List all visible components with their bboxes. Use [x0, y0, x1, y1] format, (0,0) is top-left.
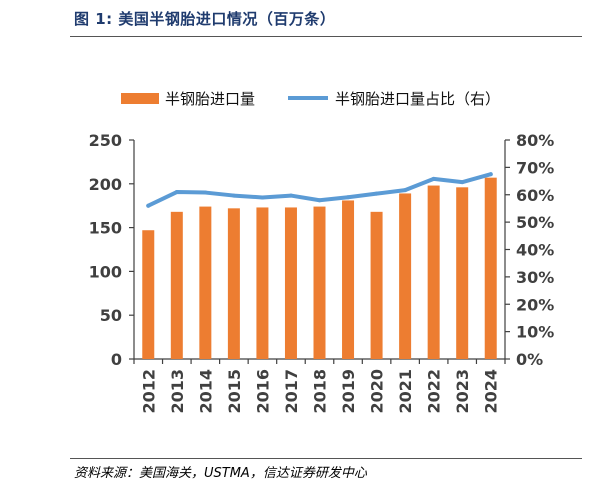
bar — [456, 187, 469, 359]
right-axis-tick-label: 70% — [516, 158, 554, 177]
x-axis-tick-label: 2022 — [425, 369, 444, 414]
right-axis-tick-label: 50% — [516, 213, 554, 232]
x-axis-tick-label: 2020 — [368, 369, 387, 414]
right-axis-tick-label: 0% — [516, 350, 543, 369]
line-point — [260, 195, 265, 200]
x-axis-tick-label: 2019 — [339, 369, 358, 414]
right-axis-tick-label: 40% — [516, 241, 554, 260]
bar — [484, 177, 497, 359]
right-axis-tick-label: 60% — [516, 186, 554, 205]
tick-labels: 0 50 100 150 200 250 0% 10% 20% 30% 40% 50% 60% 70% 80… — [89, 131, 555, 414]
line-point — [460, 180, 465, 185]
bar — [256, 207, 269, 359]
line-series — [146, 172, 493, 208]
line-point — [174, 190, 179, 195]
x-axis-tick-label: 2017 — [282, 369, 301, 414]
line-point — [431, 176, 436, 181]
x-axis-tick-label: 2023 — [453, 369, 472, 414]
bar — [370, 211, 383, 359]
left-axis-tick-label: 200 — [89, 175, 122, 194]
x-axis-tick-label: 2015 — [225, 369, 244, 414]
bar — [399, 193, 412, 359]
left-axis-tick-label: 150 — [89, 219, 122, 238]
x-axis-tick-label: 2014 — [196, 369, 215, 414]
bar — [313, 206, 326, 359]
line-point — [231, 193, 236, 198]
x-axis-tick-label: 2012 — [139, 369, 158, 414]
bar — [227, 208, 240, 359]
x-axis-tick-label: 2013 — [168, 369, 187, 414]
bar — [342, 200, 355, 359]
line-point — [146, 203, 151, 208]
chart-title: 图 1: 美国半钢胎进口情况（百万条） — [74, 10, 336, 28]
x-axis-tick-label: 2018 — [311, 369, 330, 414]
bottom-divider — [70, 458, 582, 459]
line-point — [203, 190, 208, 195]
bar-series — [142, 177, 497, 359]
bar — [427, 185, 440, 359]
left-axis-tick-label: 100 — [89, 262, 122, 281]
x-axis-tick-label: 2024 — [482, 369, 501, 414]
legend: 半钢胎进口量 半钢胎进口量占比（右） — [121, 90, 500, 108]
legend-bar-swatch — [121, 93, 159, 104]
x-axis-tick-label: 2016 — [253, 369, 272, 414]
x-axis-tick-label: 2021 — [396, 369, 415, 414]
bar — [199, 206, 212, 359]
line-point — [317, 198, 322, 203]
left-axis-tick-label: 250 — [89, 131, 122, 150]
bar — [284, 207, 297, 359]
legend-line-label: 半钢胎进口量占比（右） — [335, 90, 500, 108]
right-axis-tick-label: 80% — [516, 131, 554, 150]
right-axis-tick-label: 30% — [516, 268, 554, 287]
left-axis-tick-label: 50 — [100, 306, 122, 325]
line-point — [374, 191, 379, 196]
line-point — [488, 172, 493, 177]
bar — [142, 230, 155, 359]
top-divider — [70, 36, 582, 37]
chart: 半钢胎进口量 半钢胎进口量占比（右） 0 50 100 150 200 250 0% 10% 2… — [89, 90, 555, 414]
right-axis-tick-label: 10% — [516, 323, 554, 342]
legend-bar-label: 半钢胎进口量 — [165, 90, 255, 108]
left-axis-tick-label: 0 — [111, 350, 122, 369]
line-point — [346, 195, 351, 200]
right-axis-tick-label: 20% — [516, 295, 554, 314]
bar — [170, 211, 183, 359]
line-point — [403, 188, 408, 193]
line-point — [288, 193, 293, 198]
source-note: 资料来源：美国海关，USTMA，信达证券研发中心 — [74, 466, 367, 481]
